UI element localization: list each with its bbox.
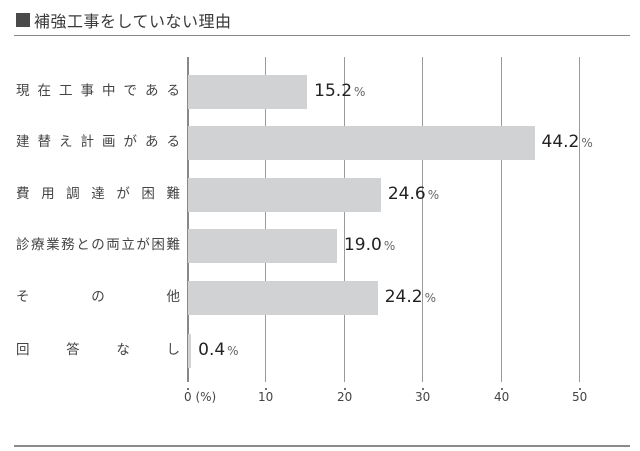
bar	[188, 126, 535, 160]
value-number: 19.0	[343, 235, 382, 255]
tick-mark	[344, 388, 346, 390]
x-tick-label: 50	[572, 390, 588, 404]
value-label: 44.2%	[542, 134, 593, 151]
bar	[188, 334, 192, 368]
tick-mark	[187, 388, 189, 390]
tick-mark	[501, 388, 503, 390]
percent-sign: %	[581, 136, 593, 150]
bottom-divider	[14, 445, 630, 447]
category-label: その他	[16, 289, 180, 305]
top-divider	[14, 35, 630, 36]
x-tick-label: 40	[494, 390, 510, 404]
percent-sign: %	[383, 239, 396, 253]
value-label: 19.0%	[344, 237, 395, 254]
x-tick-label: 30	[415, 390, 431, 404]
gridline	[422, 57, 423, 382]
title-square-icon	[16, 13, 30, 27]
value-number: 0.4	[198, 340, 226, 360]
percent-sign: %	[227, 344, 239, 358]
gridline	[501, 57, 502, 382]
gridline	[579, 57, 580, 382]
category-label: 診療業務との両立が困難	[16, 237, 180, 253]
value-number: 15.2	[314, 81, 353, 101]
tick-mark	[265, 388, 267, 390]
category-label: 現在工事中である	[16, 83, 180, 99]
chart-title-text: 補強工事をしていない理由	[34, 12, 232, 31]
value-label: 15.2%	[314, 83, 365, 100]
x-tick-label: 0 (%)	[184, 390, 217, 404]
category-label: 建替え計画がある	[16, 134, 180, 150]
category-label: 回答なし	[16, 342, 180, 358]
x-tick-label: 20	[337, 390, 353, 404]
gridline	[344, 57, 345, 382]
value-number: 44.2	[541, 132, 580, 152]
bar	[188, 281, 378, 315]
percent-sign: %	[424, 291, 436, 305]
tick-mark	[579, 388, 581, 390]
percent-sign: %	[354, 85, 366, 99]
value-number: 24.6	[387, 184, 426, 204]
value-label: 24.6%	[388, 186, 439, 203]
value-label: 24.2%	[385, 289, 436, 306]
bar	[188, 229, 337, 263]
category-label: 費用調達が困難	[16, 186, 180, 202]
tick-mark	[422, 388, 424, 390]
value-label: 0.4%	[198, 342, 238, 359]
percent-sign: %	[427, 188, 440, 202]
x-tick-label: 10	[258, 390, 274, 404]
chart-title: 補強工事をしていない理由	[16, 8, 232, 32]
value-number: 24.2	[384, 287, 423, 307]
bar	[188, 178, 381, 212]
gridline	[265, 57, 266, 382]
y-axis-line	[187, 57, 189, 382]
bar	[188, 75, 308, 109]
